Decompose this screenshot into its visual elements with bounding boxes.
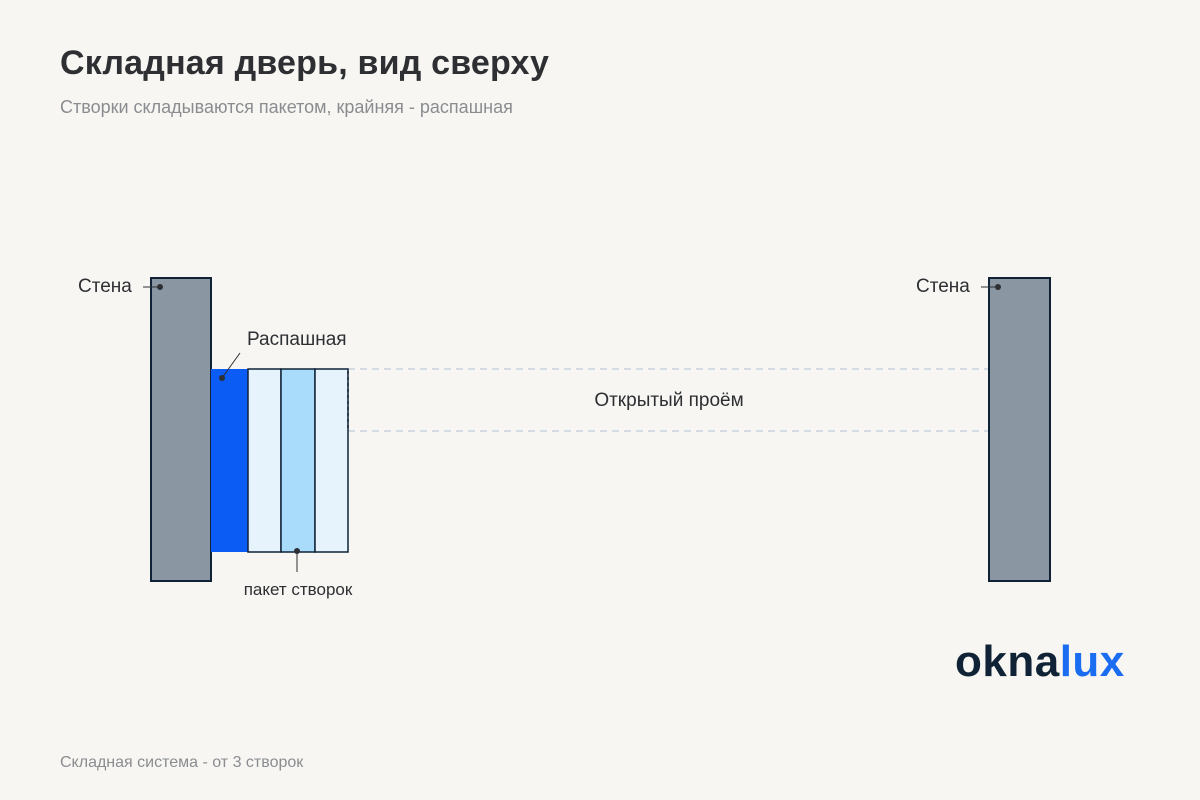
- right-wall-marker: [995, 284, 1001, 290]
- left-wall: [150, 277, 212, 582]
- swing-leaf-marker: [219, 375, 225, 381]
- leaf-stack-label: пакет створок: [244, 580, 353, 599]
- page-subtitle: Створки складываются пакетом, крайняя - …: [60, 97, 513, 117]
- swing-leaf-leader: [221, 352, 241, 379]
- right-wall-label: Стена: [916, 276, 970, 297]
- left-wall-marker: [157, 284, 163, 290]
- footer-note: Складная система - от 3 створок: [60, 754, 304, 771]
- logo-part-1: okna: [955, 637, 1060, 686]
- page-title: Складная дверь, вид сверху: [60, 44, 550, 82]
- oknalux-logo: oknalux: [955, 640, 1125, 684]
- swing-leaf: [211, 369, 248, 552]
- folded-leaf-3: [314, 368, 349, 553]
- folded-leaf-2: [280, 368, 316, 553]
- left-wall-label: Стена: [78, 276, 132, 297]
- folded-leaf-1: [247, 368, 282, 553]
- opening-label: Открытый проём: [594, 390, 743, 411]
- logo-part-2: lux: [1059, 637, 1125, 686]
- right-wall: [988, 277, 1051, 582]
- swing-leaf-label: Распашная: [247, 329, 347, 350]
